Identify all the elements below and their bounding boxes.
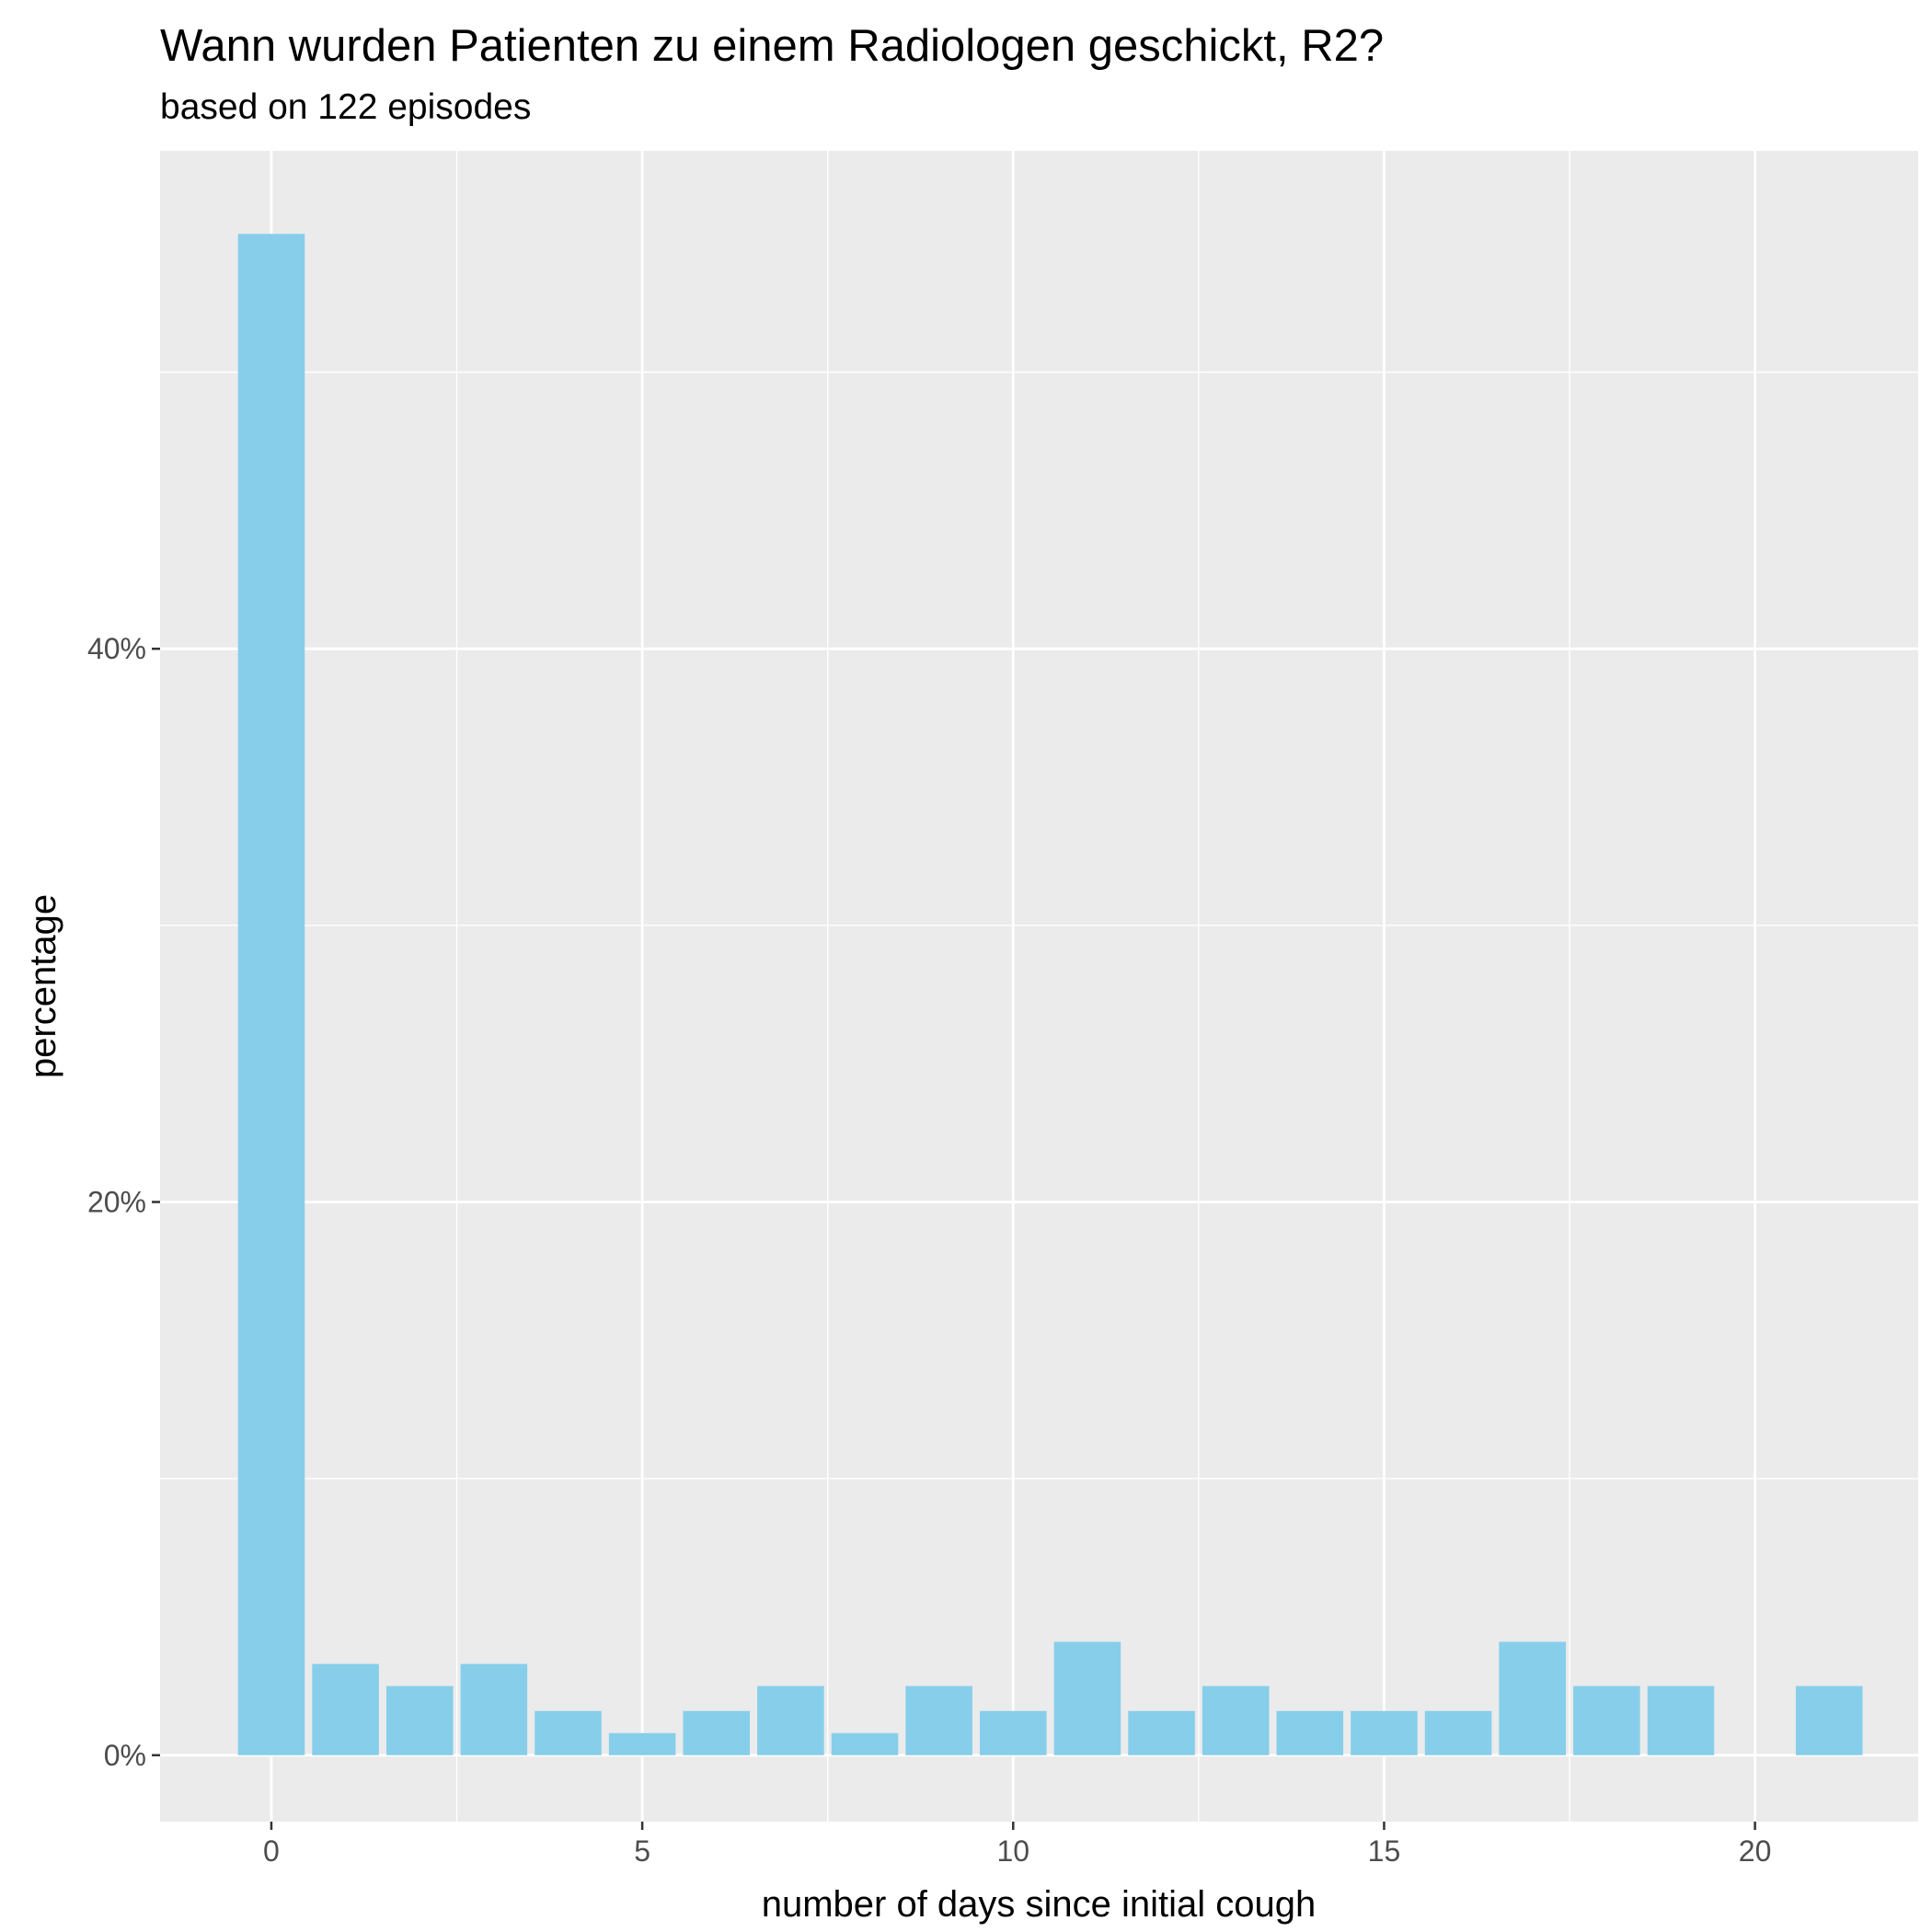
x-axis-title: number of days since initial cough	[762, 1884, 1317, 1925]
x-tick-label: 10	[996, 1834, 1029, 1868]
x-tick-label: 5	[634, 1834, 650, 1868]
bar	[1573, 1685, 1640, 1755]
bar	[1053, 1641, 1121, 1755]
chart-title: Wann wurden Patienten zu einem Radiologe…	[160, 21, 1384, 71]
y-tick-label: 40%	[87, 632, 146, 665]
bars	[237, 234, 1863, 1755]
plot-panel	[160, 151, 1918, 1822]
bar	[1276, 1710, 1344, 1755]
bar	[608, 1732, 676, 1755]
x-tick-label: 0	[263, 1834, 280, 1868]
bar	[683, 1710, 751, 1755]
bar	[535, 1710, 602, 1755]
bar	[1351, 1710, 1418, 1755]
bar	[312, 1663, 379, 1755]
bar	[460, 1663, 528, 1755]
bar	[1128, 1710, 1195, 1755]
bar	[1499, 1641, 1566, 1755]
bar	[1202, 1685, 1270, 1755]
x-tick-label: 15	[1368, 1834, 1401, 1868]
bar	[757, 1685, 824, 1755]
bar	[237, 234, 305, 1755]
bar	[979, 1710, 1047, 1755]
y-axis-title: percentage	[23, 894, 63, 1078]
bar	[385, 1685, 454, 1755]
bar	[1795, 1685, 1863, 1755]
y-tick-label: 20%	[87, 1186, 146, 1219]
chart-subtitle: based on 122 episodes	[160, 87, 531, 127]
bar	[1424, 1710, 1492, 1755]
x-tick-label: 20	[1739, 1834, 1772, 1868]
y-axis: 0% 20% 40%	[87, 632, 160, 1772]
y-tick-label: 0%	[104, 1739, 146, 1772]
x-axis: 0 5 10 15 20	[263, 1822, 1771, 1868]
bar	[905, 1685, 972, 1755]
bar	[831, 1732, 899, 1755]
minor-gridlines	[160, 151, 1918, 1822]
bar	[1647, 1685, 1715, 1755]
